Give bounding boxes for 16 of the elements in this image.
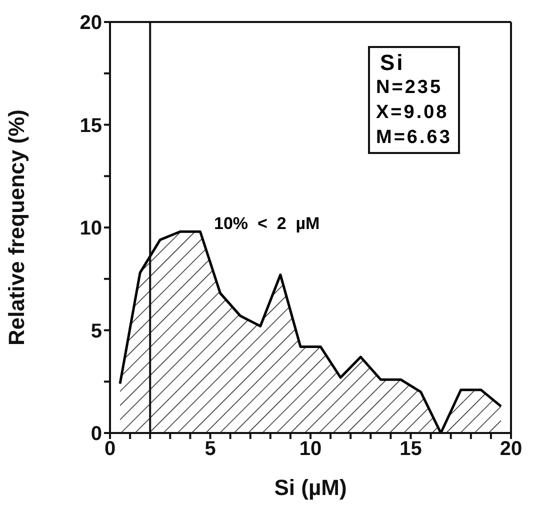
x-axis-title: Si (µM) bbox=[274, 475, 347, 500]
x-tick-label: 10 bbox=[299, 438, 322, 460]
y-axis-title: Relative frequency (%) bbox=[4, 110, 29, 346]
y-tick-label: 5 bbox=[90, 320, 102, 342]
y-tick-label: 15 bbox=[80, 114, 102, 137]
y-tick-label: 0 bbox=[90, 423, 102, 446]
x-tick-label: 5 bbox=[204, 438, 216, 460]
annotation: N=235 bbox=[376, 76, 444, 100]
y-tick-label: 10 bbox=[80, 218, 102, 240]
annotation: Si bbox=[379, 50, 406, 75]
x-tick-label: 20 bbox=[500, 438, 522, 460]
annotation: M=6.63 bbox=[376, 126, 452, 150]
x-tick-label: 15 bbox=[400, 438, 422, 460]
annotation: 10% < 2 µM bbox=[214, 214, 320, 234]
y-tick-label: 20 bbox=[80, 12, 102, 34]
annotation: X=9.08 bbox=[376, 100, 450, 125]
